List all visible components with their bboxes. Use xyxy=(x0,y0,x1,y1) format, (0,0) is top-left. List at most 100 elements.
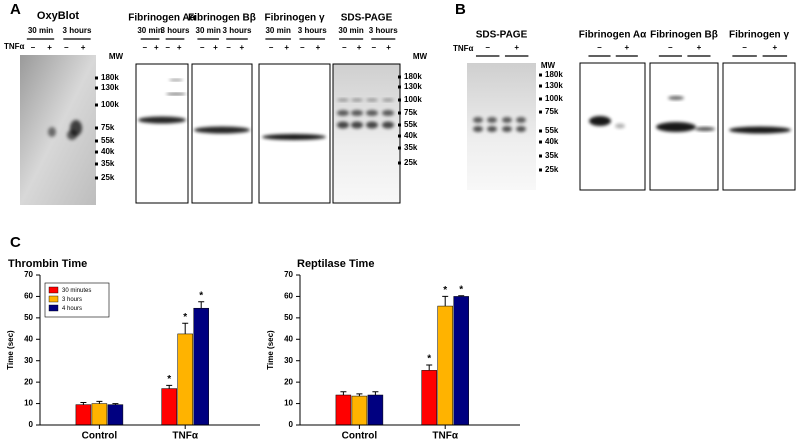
panel-label: C xyxy=(10,234,21,251)
legend-label: 30 minutes xyxy=(62,288,91,294)
bar xyxy=(193,307,209,426)
band xyxy=(67,130,77,140)
band xyxy=(729,126,791,134)
axes xyxy=(39,275,260,426)
treatment-sign: – xyxy=(485,43,490,52)
mw-dot xyxy=(398,161,401,165)
error-bar xyxy=(426,364,433,371)
treatment-sign: + xyxy=(773,43,778,52)
band xyxy=(351,121,363,129)
condition-label: 30 min xyxy=(338,26,363,35)
treatment-sign: – xyxy=(143,43,148,52)
treatment-sign: + xyxy=(284,43,289,52)
mw-marker: 180k xyxy=(404,72,422,81)
mw-dot xyxy=(95,76,98,80)
y-tick-label: 70 xyxy=(24,270,33,279)
bar xyxy=(335,394,352,426)
mw-marker: 180k xyxy=(101,73,119,82)
y-tick-label: 30 xyxy=(284,356,293,365)
band xyxy=(166,93,186,95)
mw-marker: 100k xyxy=(101,100,119,109)
treatment-sign: + xyxy=(81,43,86,52)
band xyxy=(382,110,394,116)
condition-label: 30 min xyxy=(28,26,53,35)
treatment-sign: – xyxy=(300,43,305,52)
mw-dot xyxy=(95,162,98,166)
mw-dot xyxy=(539,73,542,77)
mw-marker: 25k xyxy=(404,158,418,167)
mw-label: MW xyxy=(541,61,556,70)
x-tick-label: TNFα xyxy=(172,431,198,441)
x-tick-label: Control xyxy=(342,431,378,441)
mw-marker: 100k xyxy=(404,95,422,104)
significance-marker: * xyxy=(199,290,203,301)
mw-dot xyxy=(95,126,98,130)
y-tick-label: 50 xyxy=(24,313,33,322)
mw-dot xyxy=(398,85,401,89)
band xyxy=(382,121,394,129)
error-bar xyxy=(80,402,87,405)
mw-marker: 40k xyxy=(404,131,418,140)
error-bar xyxy=(96,400,103,404)
mw-dot xyxy=(398,123,401,127)
condition-label: 30 min xyxy=(265,26,290,35)
treatment-sign: + xyxy=(177,43,182,52)
error-bar xyxy=(166,384,173,389)
treatment-sign: – xyxy=(165,43,170,52)
mw-dot xyxy=(398,111,401,115)
mw-marker: 75k xyxy=(101,123,115,132)
y-tick-label: 20 xyxy=(284,377,293,386)
band xyxy=(473,126,483,132)
blot-image xyxy=(722,62,796,191)
bar xyxy=(177,333,193,426)
bar xyxy=(161,388,177,426)
mw-marker: 35k xyxy=(545,151,559,160)
treatment-sign: + xyxy=(316,43,321,52)
mw-dot xyxy=(398,98,401,102)
legend-label: 3 hours xyxy=(62,297,82,303)
band xyxy=(366,121,378,129)
legend-swatch xyxy=(48,286,59,294)
error-bar xyxy=(112,403,119,405)
treatment-sign: – xyxy=(200,43,205,52)
band xyxy=(48,127,56,137)
band xyxy=(487,126,497,132)
panel-label: A xyxy=(10,1,21,18)
treatment-sign: + xyxy=(386,43,391,52)
mw-marker: 35k xyxy=(404,143,418,152)
treatment-sign: + xyxy=(697,43,702,52)
condition-label: 30 min xyxy=(137,26,162,35)
treatment-sign: – xyxy=(342,43,347,52)
mw-dot xyxy=(539,97,542,101)
mw-dot xyxy=(95,150,98,154)
y-axis-label: Time (sec) xyxy=(266,330,275,370)
band xyxy=(487,117,497,123)
mw-dot xyxy=(539,140,542,144)
treatment-label: TNFα xyxy=(453,44,474,53)
y-tick-label: 0 xyxy=(289,420,294,429)
band xyxy=(351,110,363,116)
blot-title: SDS-PAGE xyxy=(476,30,528,41)
mw-dot xyxy=(539,168,542,172)
mw-marker: 130k xyxy=(545,81,563,90)
band xyxy=(169,79,183,81)
mw-dot xyxy=(95,103,98,107)
bar xyxy=(421,370,437,426)
band xyxy=(366,110,378,116)
band xyxy=(473,117,483,123)
significance-marker: * xyxy=(167,374,171,385)
mw-marker: 35k xyxy=(101,159,115,168)
y-tick-label: 40 xyxy=(24,334,33,343)
bar xyxy=(367,394,384,426)
band xyxy=(194,126,250,134)
condition-label: 30 min xyxy=(196,26,221,35)
treatment-label: TNFα xyxy=(4,42,25,51)
band xyxy=(516,126,526,132)
treatment-sign: – xyxy=(31,43,36,52)
mw-marker: 55k xyxy=(101,136,115,145)
error-bar xyxy=(458,295,465,297)
error-bar xyxy=(340,391,347,395)
treatment-sign: + xyxy=(624,43,629,52)
band xyxy=(337,121,349,129)
blot-image xyxy=(258,63,331,204)
